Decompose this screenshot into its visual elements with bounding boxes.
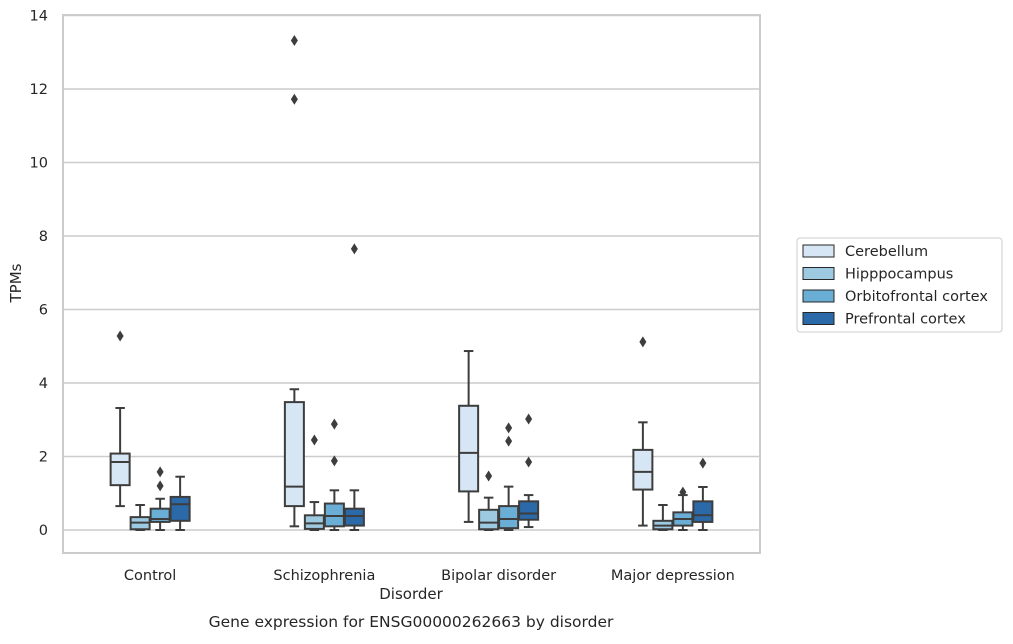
box-2-1 <box>323 418 345 531</box>
outlier-point <box>485 470 493 482</box>
outlier-point <box>330 455 338 467</box>
outlier-point <box>330 418 338 430</box>
outlier-point <box>525 413 533 425</box>
box-1-1 <box>303 434 325 531</box>
legend-label: Hipppocampus <box>845 267 953 283</box>
box-1-2 <box>478 470 500 531</box>
y-tick-label: 2 <box>39 450 48 466</box>
y-tick-label: 0 <box>39 523 48 539</box>
chart-caption: Gene expression for ENSG00000262663 by d… <box>209 613 614 631</box>
box-2-2 <box>498 422 520 531</box>
legend-swatch <box>802 289 835 303</box>
legend-label: Orbitofrontal cortex <box>845 289 988 305</box>
outlier-point <box>156 480 164 492</box>
x-tick-label: Control <box>124 568 176 584</box>
box-1-0 <box>129 504 151 531</box>
plot-frame <box>62 14 761 554</box>
y-axis-label: TPMs <box>7 263 25 303</box>
box-3-1 <box>343 243 365 531</box>
box-iqr <box>632 448 654 491</box>
legend-swatch <box>802 312 835 325</box>
box-iqr <box>323 502 345 528</box>
box-iqr <box>478 508 500 531</box>
box-iqr <box>109 452 131 487</box>
legend-swatch <box>802 244 835 258</box>
box-2-3 <box>672 486 694 531</box>
box-2-0 <box>149 466 171 531</box>
box-3-3 <box>692 457 714 531</box>
y-tick-label: 4 <box>39 376 48 392</box>
box-iqr <box>283 401 305 508</box>
y-tick-label: 6 <box>39 303 48 319</box>
outlier-point <box>699 457 707 469</box>
x-axis-label: Disorder <box>379 585 443 603</box>
y-tick-label: 12 <box>30 82 48 98</box>
box-0-0 <box>109 330 131 508</box>
box-iqr <box>518 500 540 521</box>
box-3-0 <box>169 475 191 531</box>
x-tick-label: Bipolar disorder <box>441 568 556 584</box>
outlier-point <box>679 486 687 498</box>
outlier-point <box>290 34 298 46</box>
x-tick-label: Schizophrenia <box>273 568 375 584</box>
box-0-1 <box>283 34 305 528</box>
box-1-3 <box>652 504 674 531</box>
box-iqr <box>498 505 520 530</box>
grid-layer <box>63 14 760 531</box>
y-tick-label: 10 <box>30 156 48 172</box>
box-0-2 <box>458 350 480 523</box>
box-iqr <box>458 404 480 493</box>
box-iqr <box>303 514 325 530</box>
outlier-point <box>639 336 647 348</box>
legend-swatch <box>802 267 835 280</box>
box-iqr <box>692 500 714 523</box>
legend-frame <box>796 237 1003 333</box>
outlier-point <box>156 466 164 478</box>
outlier-point <box>350 243 358 255</box>
outlier-point <box>525 456 533 468</box>
box-3-2 <box>518 413 540 529</box>
box-layer <box>109 34 714 531</box>
legend-label: Cerebellum <box>845 244 928 260</box>
box-iqr <box>169 495 191 522</box>
outlier-point <box>310 434 318 446</box>
y-tick-label: 8 <box>39 229 48 245</box>
legend: Cerebellum Hipppocampus Orbitofrontal cort… <box>796 237 1003 333</box>
legend-label: Prefrontal cortex <box>845 312 966 328</box>
outlier-point <box>505 435 513 447</box>
box-0-3 <box>632 336 654 527</box>
x-tick-label: Major depression <box>611 568 735 584</box>
outlier-point <box>505 422 513 434</box>
box-iqr <box>343 507 365 527</box>
y-tick-label: 14 <box>30 9 48 25</box>
outlier-point <box>290 93 298 105</box>
outlier-point <box>116 330 124 342</box>
axis-layer: 0 2 4 6 8 10 12 14 Control Schizophrenia Bipolar d… <box>30 9 735 585</box>
